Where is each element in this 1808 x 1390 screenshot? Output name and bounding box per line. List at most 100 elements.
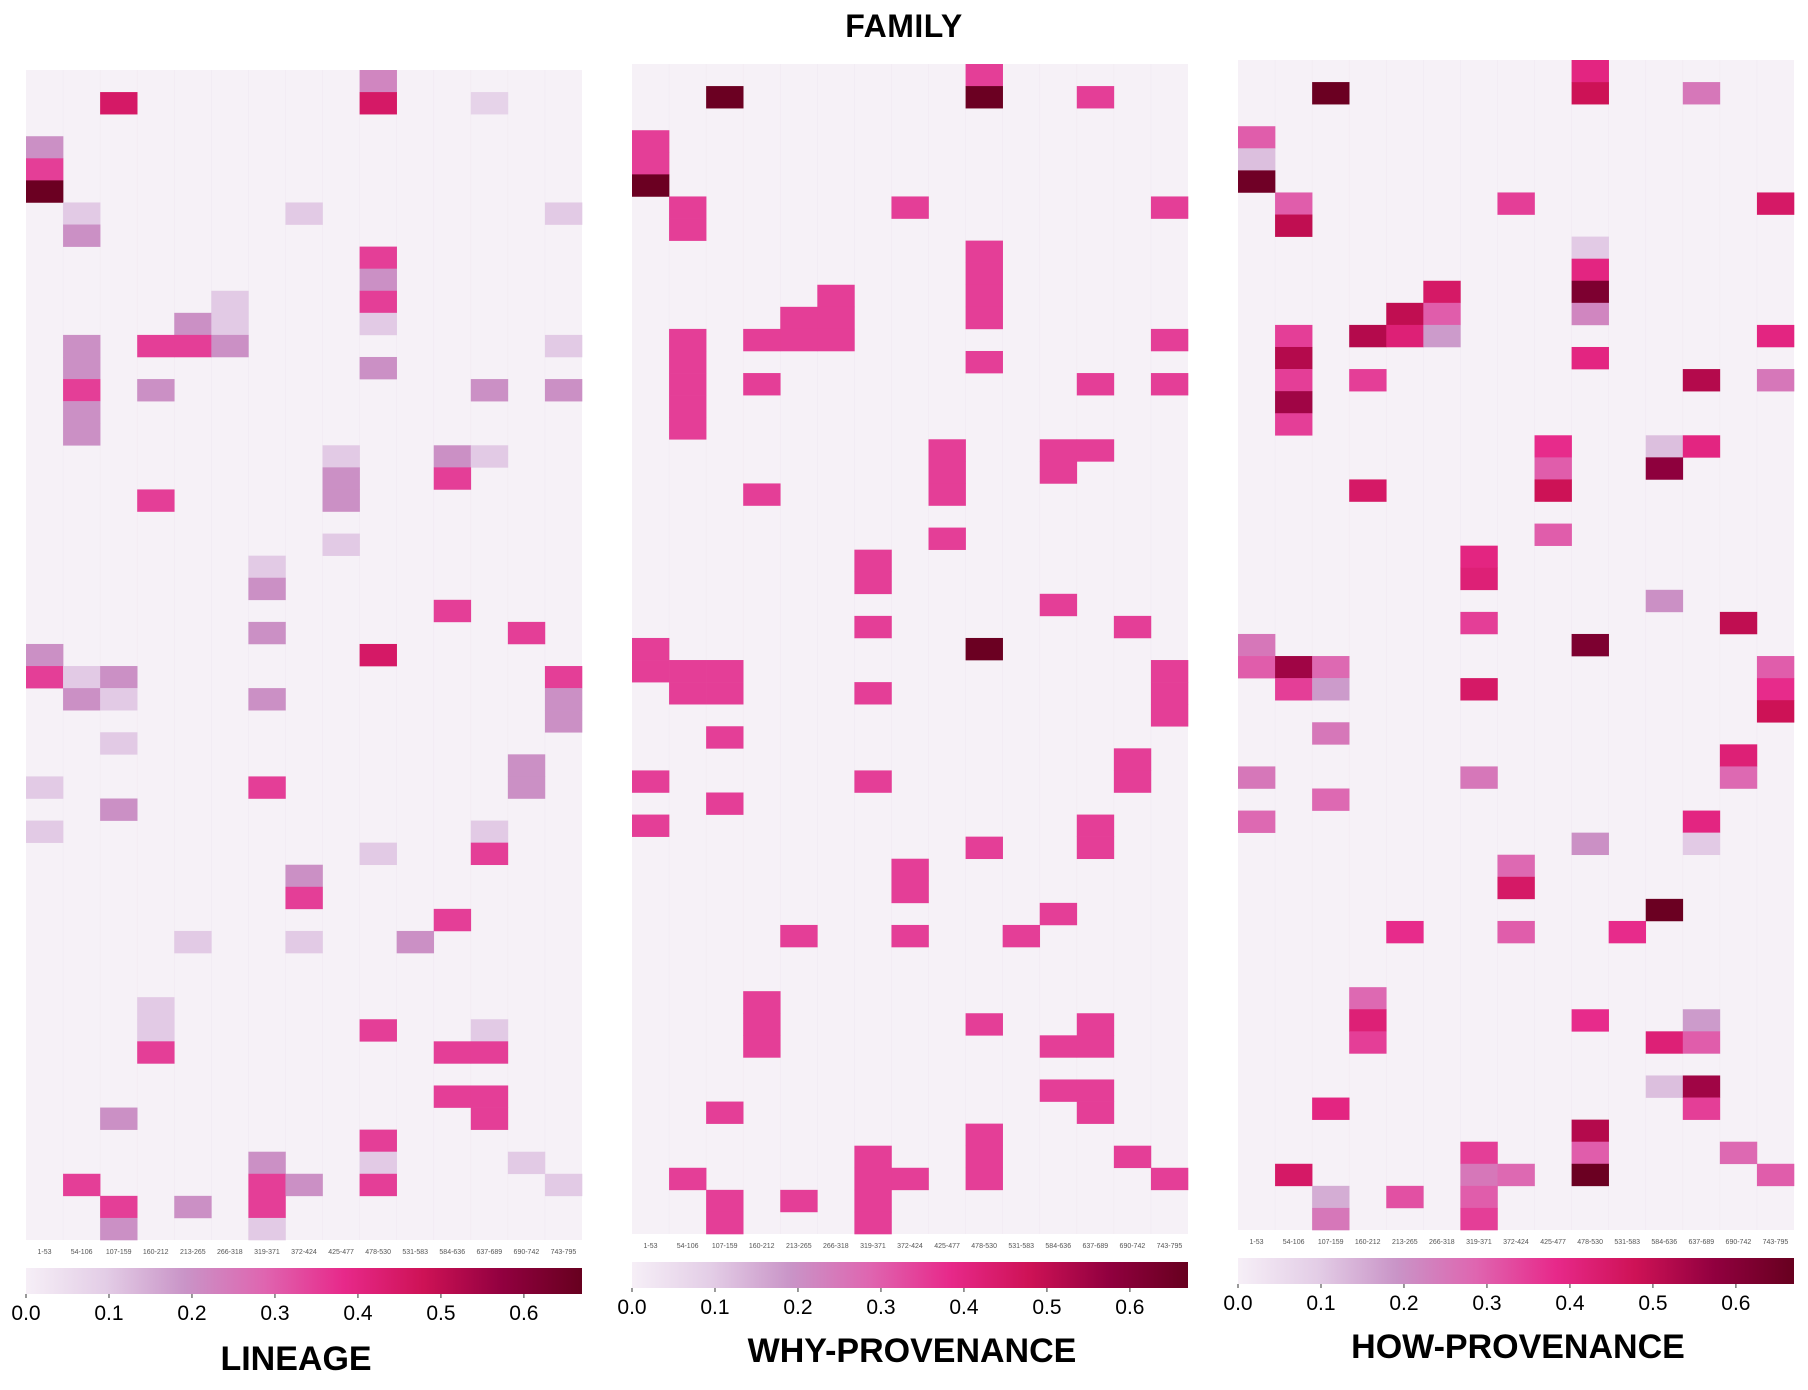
heatmap-cell (470, 445, 509, 468)
heatmap-cell (965, 1123, 1003, 1146)
heatmap-cell (544, 334, 583, 358)
heatmap-cell (1113, 748, 1152, 771)
heatmap-cell (1756, 192, 1795, 215)
heatmap-cell (63, 423, 101, 446)
x-tick-label: 637-689 (476, 1249, 502, 1256)
heatmap-cell (1608, 920, 1647, 944)
heatmap-cell (743, 991, 781, 1014)
heatmap-cell (470, 820, 509, 843)
x-tick-label: 743-795 (1763, 1239, 1789, 1246)
heatmap-cell (1275, 678, 1313, 701)
heatmap-cell (1460, 766, 1498, 789)
x-tick-label: 266-318 (1429, 1239, 1455, 1246)
heatmap-cell (359, 842, 397, 866)
heatmap-cell (359, 643, 397, 667)
heatmap-cell (891, 924, 929, 948)
heatmap-cell (359, 1151, 397, 1175)
x-tick-label: 690-742 (514, 1249, 540, 1256)
x-tick-label: 531-583 (402, 1249, 428, 1256)
heatmap-cell (1039, 593, 1078, 617)
heatmap-cell (1534, 479, 1572, 502)
colorbar-tick-label: 0.5 (1638, 1292, 1667, 1315)
heatmap-cell (965, 350, 1003, 374)
heatmap-cell (1275, 324, 1313, 348)
heatmap-cell (248, 621, 286, 645)
heatmap-cell (706, 1189, 744, 1213)
heatmap-cell (669, 350, 707, 374)
heatmap-cell (63, 666, 101, 689)
heatmap-cell (1275, 391, 1313, 414)
heatmap-cell (632, 814, 670, 837)
heatmap-cell (1534, 457, 1572, 480)
heatmap-cell (285, 886, 323, 910)
heatmap-cell (322, 467, 360, 490)
heatmap-cell (780, 924, 818, 948)
heatmap-cell (1571, 258, 1609, 282)
heatmap-cell (1756, 656, 1795, 679)
heatmap-cell (1386, 302, 1424, 326)
heatmap-cell (248, 1173, 286, 1197)
heatmap-cell (1645, 1075, 1684, 1098)
heatmap-cell (1460, 1185, 1498, 1209)
heatmap-cell (211, 290, 249, 314)
x-tick-label: 425-477 (328, 1249, 354, 1256)
heatmap-cell (743, 1013, 781, 1036)
heatmap-cell (706, 726, 744, 749)
heatmap-cell (1571, 832, 1609, 856)
heatmap-cell (137, 379, 175, 402)
x-tick-label: 319-371 (1466, 1239, 1492, 1246)
heatmap-cell (1571, 60, 1609, 83)
heatmap-cell (1756, 369, 1795, 392)
panel-label-lineage: LINEAGE (220, 1340, 372, 1378)
heatmap-cell (174, 930, 212, 954)
heatmap-cell (248, 1151, 286, 1175)
colorbar-tick-label: 0.0 (11, 1302, 40, 1325)
heatmap-cell (1386, 920, 1424, 944)
heatmap-cell (100, 1217, 138, 1241)
heatmap-cell (1349, 324, 1387, 348)
heatmap-cell (1275, 346, 1313, 370)
heatmap-cell (470, 379, 509, 402)
heatmap-cell (1076, 86, 1115, 109)
heatmap-cell (285, 202, 323, 225)
heatmap-cell (1150, 704, 1189, 727)
x-tick-label: 54-106 (677, 1243, 699, 1250)
heatmap-cell (544, 202, 583, 225)
heatmap-cell (1312, 722, 1350, 745)
heatmap-cell (433, 908, 472, 932)
heatmap-cell (1571, 633, 1609, 657)
heatmap-cell (100, 1107, 138, 1130)
heatmap-cell (780, 1189, 818, 1213)
heatmap-cell (965, 262, 1003, 286)
colorbar-tick-label: 0.5 (1032, 1296, 1061, 1319)
heatmap-cell (928, 439, 966, 462)
heatmap-cell (544, 379, 583, 402)
heatmap-cell (285, 1173, 323, 1197)
colorbar-tick-label: 0.6 (1721, 1292, 1750, 1315)
heatmap-cell (359, 246, 397, 269)
heatmap-cell (965, 637, 1003, 661)
heatmap-cell (632, 174, 670, 197)
x-tick-label: 637-689 (1688, 1239, 1714, 1246)
heatmap-cell (1076, 1035, 1115, 1058)
heatmap-cell (1386, 324, 1424, 348)
heatmap-cell (817, 328, 855, 352)
heatmap-cell (1113, 615, 1152, 639)
heatmap-cell (248, 688, 286, 711)
colorbar-tick-label: 0.5 (426, 1302, 455, 1325)
heatmap-cell (817, 306, 855, 330)
heatmap-cell (1150, 328, 1189, 352)
heatmap-cell (470, 1019, 509, 1042)
heatmap-cell (322, 533, 360, 556)
heatmap-cell (1682, 82, 1721, 105)
heatmap-lineage: 1-53 54-106 107-159 160-212 213-265 266-318 31… (11, 70, 583, 1325)
heatmap-cell (1312, 678, 1350, 701)
heatmap-cell (1275, 192, 1313, 215)
x-tick-label: 478-530 (365, 1249, 391, 1256)
heatmap-cell (1312, 82, 1350, 105)
heatmap-cell (1238, 126, 1276, 149)
heatmap-cell (928, 461, 966, 484)
heatmap-cell (1682, 832, 1721, 856)
heatmap-cell (1238, 766, 1276, 789)
heatmap-cell (1039, 1079, 1078, 1102)
